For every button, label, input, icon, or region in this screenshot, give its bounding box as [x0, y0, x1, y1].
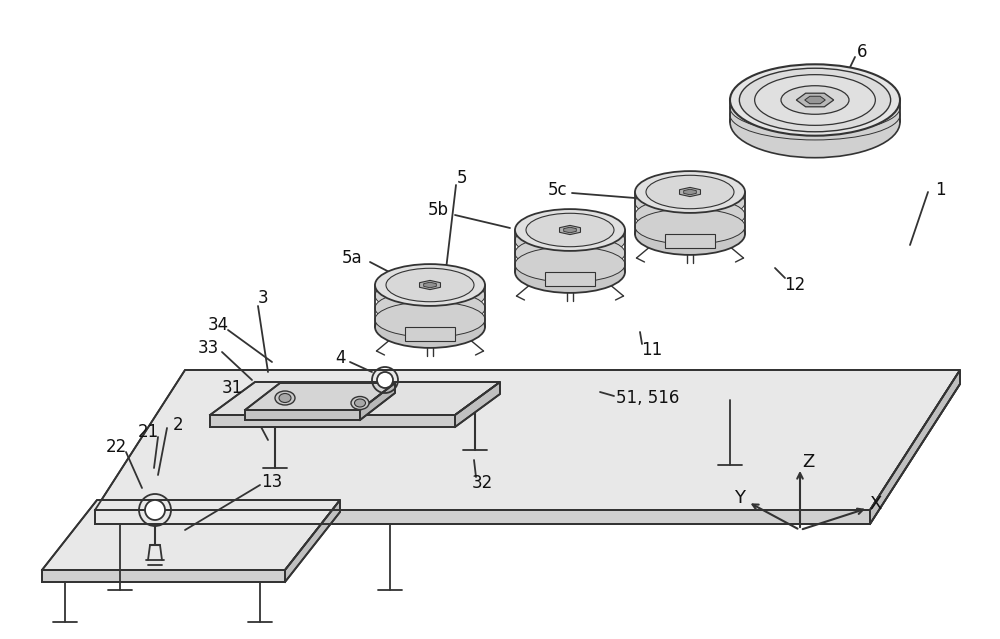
Polygon shape [455, 382, 500, 427]
Text: 5: 5 [457, 169, 467, 187]
Text: 31: 31 [221, 379, 243, 397]
Polygon shape [424, 282, 436, 288]
Text: 32: 32 [471, 474, 493, 492]
Ellipse shape [730, 82, 900, 133]
Text: 5c: 5c [548, 181, 568, 199]
Text: 4: 4 [335, 349, 345, 367]
Ellipse shape [730, 65, 900, 135]
Text: Z: Z [802, 453, 814, 471]
Polygon shape [95, 510, 870, 524]
Polygon shape [564, 227, 576, 233]
Text: X: X [870, 495, 882, 513]
Ellipse shape [515, 209, 625, 251]
Polygon shape [796, 93, 834, 107]
Ellipse shape [739, 68, 891, 132]
Polygon shape [420, 281, 440, 289]
Text: 22: 22 [105, 438, 127, 456]
Ellipse shape [515, 235, 625, 271]
Ellipse shape [145, 500, 165, 520]
Ellipse shape [386, 268, 474, 302]
Text: 21: 21 [137, 423, 159, 441]
Text: 34: 34 [207, 316, 229, 334]
Polygon shape [42, 570, 285, 582]
Text: 5a: 5a [342, 249, 362, 267]
Text: 3: 3 [258, 289, 268, 307]
Polygon shape [210, 382, 500, 415]
Ellipse shape [375, 264, 485, 306]
Polygon shape [245, 383, 395, 410]
Text: 51, 516: 51, 516 [616, 389, 680, 407]
Ellipse shape [351, 397, 369, 410]
Text: 13: 13 [261, 473, 283, 491]
Ellipse shape [730, 86, 900, 158]
Ellipse shape [635, 197, 745, 233]
Text: 5b: 5b [428, 201, 448, 219]
Ellipse shape [279, 394, 291, 403]
Ellipse shape [515, 251, 625, 293]
Ellipse shape [730, 90, 900, 140]
Ellipse shape [375, 290, 485, 326]
Ellipse shape [526, 213, 614, 247]
Ellipse shape [377, 372, 393, 388]
Polygon shape [545, 272, 595, 286]
Polygon shape [870, 370, 960, 524]
Polygon shape [245, 410, 360, 420]
Text: 6: 6 [857, 43, 867, 61]
Ellipse shape [275, 391, 295, 405]
Ellipse shape [635, 213, 745, 255]
Polygon shape [665, 234, 715, 248]
Polygon shape [95, 370, 960, 510]
Text: 12: 12 [784, 276, 806, 294]
Ellipse shape [355, 399, 366, 407]
Polygon shape [405, 327, 455, 341]
Text: 33: 33 [197, 339, 219, 357]
Polygon shape [680, 187, 700, 197]
Polygon shape [42, 500, 340, 570]
Text: 1: 1 [935, 181, 945, 199]
Polygon shape [210, 415, 455, 427]
Text: Y: Y [734, 489, 746, 507]
Polygon shape [285, 500, 340, 582]
Polygon shape [805, 96, 825, 104]
Ellipse shape [646, 175, 734, 209]
Polygon shape [560, 226, 580, 235]
Ellipse shape [635, 171, 745, 213]
Ellipse shape [635, 209, 745, 244]
Ellipse shape [515, 223, 625, 258]
Ellipse shape [635, 185, 745, 220]
Text: 2: 2 [173, 416, 183, 434]
Ellipse shape [755, 75, 875, 125]
Ellipse shape [515, 247, 625, 282]
Ellipse shape [375, 306, 485, 348]
Ellipse shape [375, 302, 485, 337]
Ellipse shape [375, 278, 485, 313]
Polygon shape [360, 383, 395, 420]
Ellipse shape [781, 86, 849, 114]
Polygon shape [684, 189, 696, 195]
Text: 11: 11 [641, 341, 663, 359]
